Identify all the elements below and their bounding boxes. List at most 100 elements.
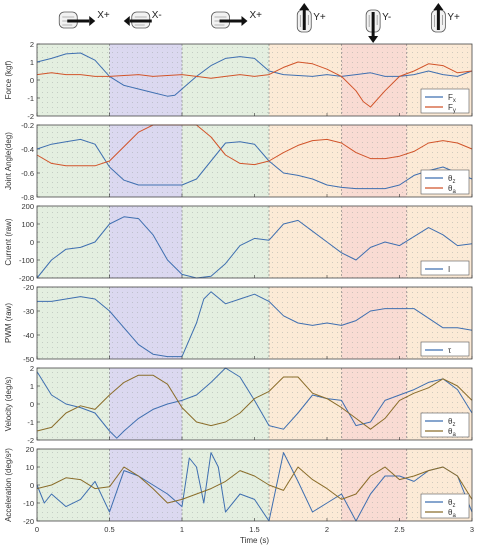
- y-axis-label: Velocity (deg/s): [4, 376, 13, 431]
- phase-label: Y+: [313, 12, 326, 23]
- legend-label: θz: [448, 417, 455, 428]
- x-tick-label: 0.5: [104, 525, 114, 534]
- y-tick-label: -2: [27, 112, 34, 121]
- phase-label: Y-: [382, 12, 391, 23]
- x-tick-label: 2: [325, 525, 329, 534]
- y-axis-label: Current (raw): [4, 218, 13, 265]
- y-tick-label: -2: [27, 436, 34, 445]
- panel-4: -20 -30 -40 -50 PWM (raw) τ: [4, 283, 473, 364]
- legend-box: [420, 88, 470, 114]
- legend-box: [420, 341, 470, 357]
- phase-label: X-: [152, 10, 162, 21]
- legend-box: [420, 493, 470, 519]
- phase-label: X+: [97, 10, 110, 21]
- y-tick-label: 10: [26, 463, 34, 472]
- phase-indicator-6: Y+: [430, 3, 460, 33]
- arrow-down-icon: [368, 36, 379, 43]
- x-axis: 0 0.5 1 1.5 2 2.5 3 Time (s): [35, 525, 474, 545]
- y-tick-label: -30: [23, 307, 34, 316]
- y-tick-label: 0: [30, 238, 34, 247]
- y-tick-label: 100: [21, 220, 34, 229]
- legend-label: τ: [448, 346, 452, 355]
- y-axis-label: Joint Angle(deg): [4, 132, 13, 190]
- panel-3: 200 100 0 -100 -200 Current (raw) I: [4, 202, 473, 283]
- y-axis-label: Acceleration (deg/s²): [4, 448, 13, 522]
- phase-indicator-5: Y-: [365, 9, 391, 43]
- legend-label: Fx: [448, 93, 456, 104]
- legend-label: θa: [448, 427, 456, 438]
- y-axis-label: PWM (raw): [4, 303, 13, 343]
- series-line-2: [36, 374, 473, 432]
- series-line-1: [36, 216, 473, 279]
- y-tick-label: -1: [27, 418, 34, 427]
- series-line-1: [36, 452, 473, 522]
- y-tick-label: 0: [30, 76, 34, 85]
- y-tick-label: -0.8: [21, 193, 34, 202]
- x-tick-label: 1: [180, 525, 184, 534]
- y-tick-label: -200: [19, 274, 34, 283]
- y-tick-label: -0.6: [21, 169, 34, 178]
- series-line-2: [36, 466, 473, 504]
- y-tick-label: 1: [30, 382, 34, 391]
- legend-box: [420, 260, 470, 276]
- series-line-1: [36, 52, 473, 97]
- y-axis-label: Force (kgf): [4, 60, 13, 99]
- arrow-right-icon: [89, 16, 96, 26]
- y-tick-label: -20: [23, 283, 34, 292]
- y-tick-label: 0: [30, 400, 34, 409]
- phase-label: Y+: [447, 12, 460, 23]
- series-line-1: [37, 291, 473, 358]
- y-tick-label: -100: [19, 256, 34, 265]
- y-tick-label: -50: [23, 355, 34, 364]
- series-line-1: [36, 367, 473, 439]
- legend-label: θa: [448, 508, 456, 519]
- arrow-left-icon: [123, 16, 130, 26]
- phase-label: X+: [250, 10, 263, 21]
- series-line-2: [36, 61, 473, 108]
- series-line-2: [36, 124, 473, 167]
- y-tick-label: -40: [23, 331, 34, 340]
- y-tick-label: 20: [26, 445, 34, 454]
- y-tick-label: -0.4: [21, 145, 34, 154]
- y-tick-label: 1: [30, 58, 34, 67]
- series-line-1: [36, 138, 473, 190]
- y-tick-label: -1: [27, 94, 34, 103]
- x-tick-label: 1.5: [249, 525, 259, 534]
- phase-indicator-2: X-: [123, 10, 162, 29]
- legend-label: θz: [448, 498, 455, 509]
- legend: I: [420, 260, 470, 276]
- legend-label: θz: [448, 174, 455, 185]
- x-tick-label: 0: [35, 525, 39, 534]
- legend-label: I: [448, 265, 450, 274]
- y-tick-label: -0.2: [21, 121, 34, 130]
- legend-label: Fy: [448, 103, 456, 114]
- arrow-up-icon: [433, 3, 444, 10]
- legend-box: [420, 412, 470, 438]
- y-tick-label: 0: [30, 481, 34, 490]
- phase-indicator-3: X+: [211, 10, 263, 29]
- y-tick-label: 2: [30, 40, 34, 49]
- y-tick-label: 200: [21, 202, 34, 211]
- legend: τ: [420, 341, 470, 357]
- y-tick-label: -10: [23, 499, 34, 508]
- y-tick-label: 2: [30, 364, 34, 373]
- legend-box: [420, 169, 470, 195]
- y-tick-label: -20: [23, 517, 34, 526]
- x-tick-label: 3: [470, 525, 474, 534]
- x-tick-label: 2.5: [394, 525, 404, 534]
- arrow-up-icon: [299, 3, 310, 10]
- x-axis-label: Time (s): [240, 536, 269, 545]
- legend-label: θa: [448, 184, 456, 195]
- phase-indicator-4: Y+: [296, 3, 326, 33]
- phase-indicator-1: X+: [58, 10, 110, 29]
